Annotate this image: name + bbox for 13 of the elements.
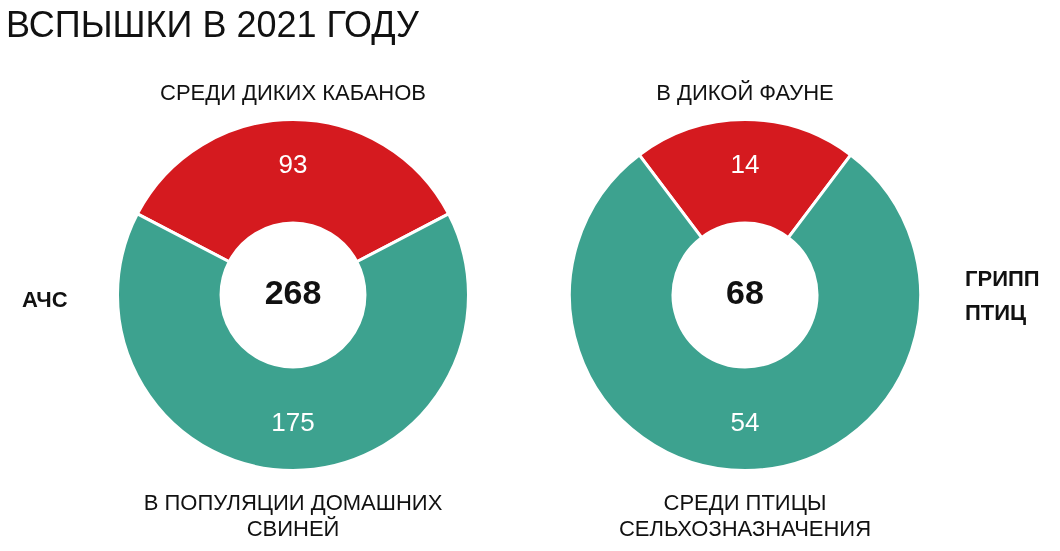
data-label: 175 xyxy=(271,407,315,438)
text: ГРИПП ПТИЦ xyxy=(965,265,1041,327)
slice-label: СРЕДИ ПТИЦЫ СЕЛЬХОЗНАЗНАЧЕНИЯ xyxy=(617,490,873,542)
text: 68 xyxy=(726,273,764,312)
data-label: 54 xyxy=(730,407,760,438)
slice-label: СРЕДИ ДИКИХ КАБАНОВ xyxy=(159,80,427,106)
text: 268 xyxy=(264,273,322,312)
chart-title: ВСПЫШКИ В 2021 ГОДУ xyxy=(6,4,419,46)
data-label: 14 xyxy=(730,149,760,180)
data-label: 93 xyxy=(278,149,308,180)
text: АЧС xyxy=(22,286,69,314)
slice-label: В ПОПУЛЯЦИИ ДОМАШНИХ СВИНЕЙ xyxy=(143,490,443,542)
slice-label: В ДИКОЙ ФАУНЕ xyxy=(655,80,835,106)
